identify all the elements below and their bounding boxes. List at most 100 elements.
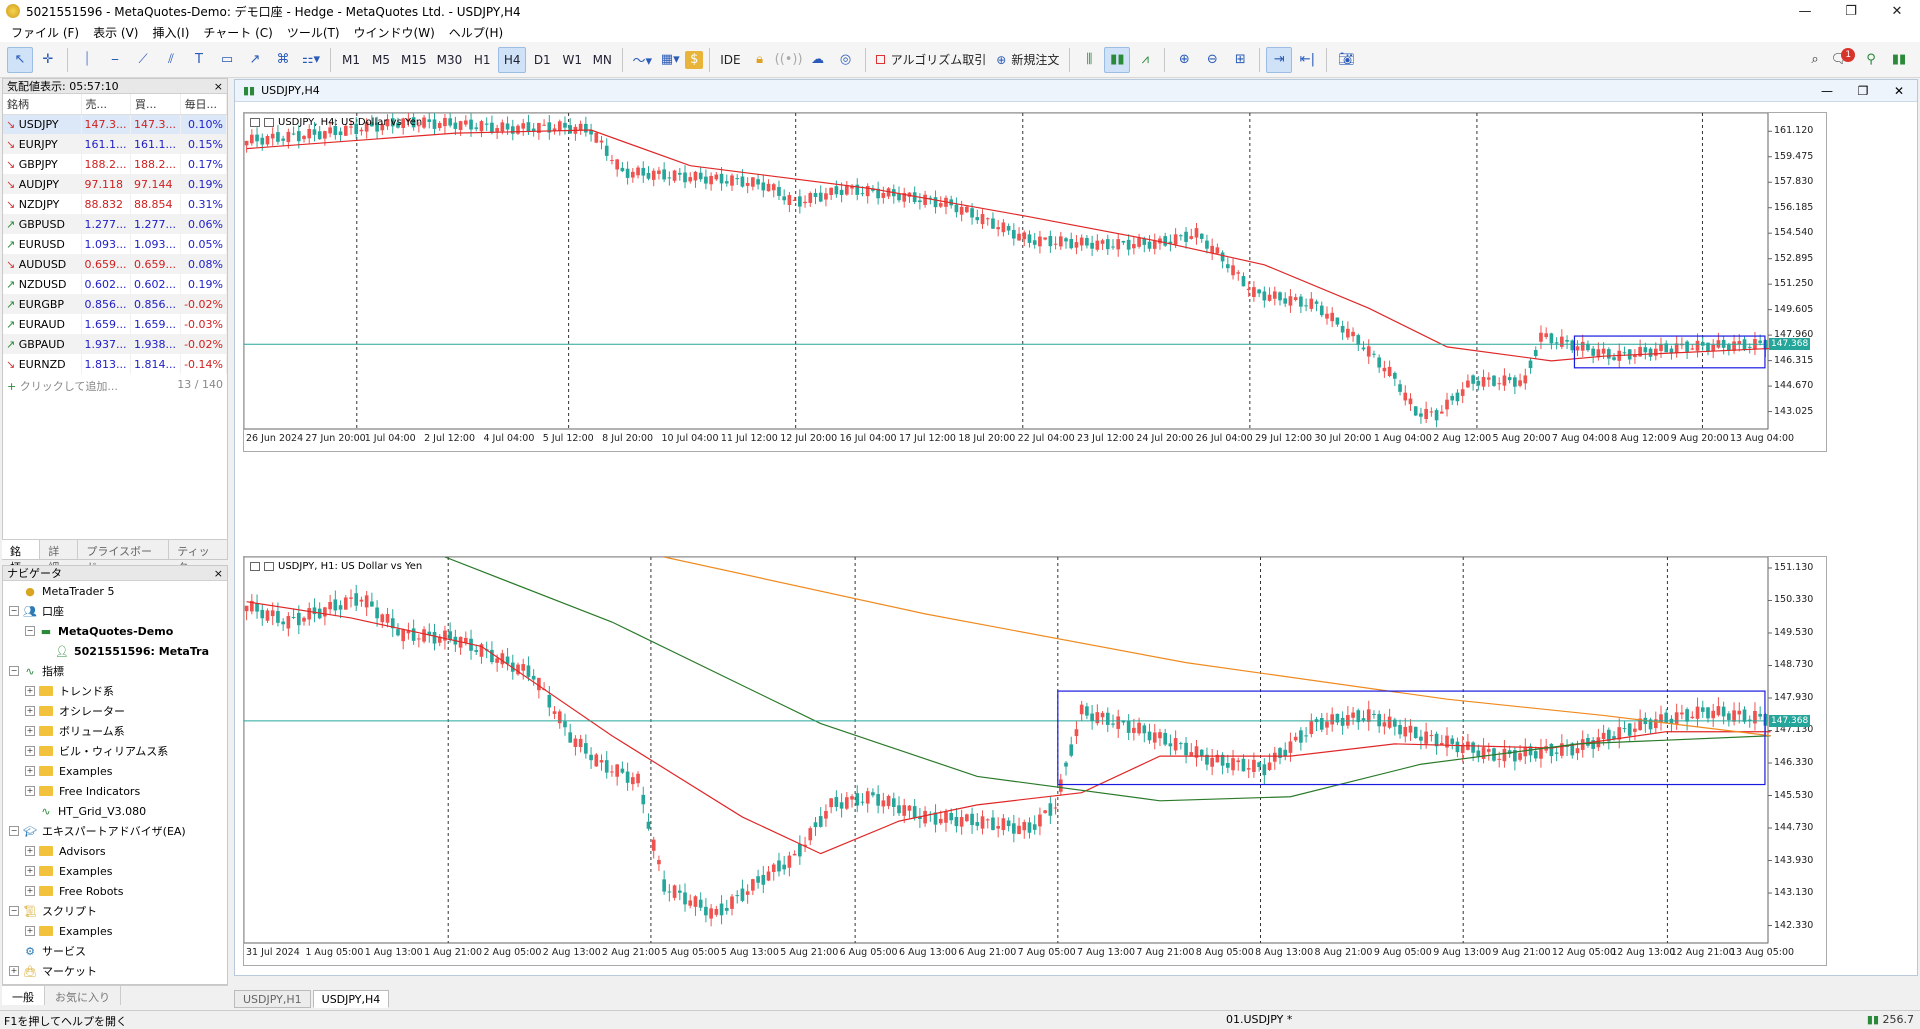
menu-item-4[interactable]: ツール(T) bbox=[286, 25, 340, 40]
navigator-item[interactable]: + Examples bbox=[3, 761, 227, 781]
channel-icon[interactable]: ⫽ bbox=[168, 52, 174, 67]
chart-shift-icon[interactable]: ⇤| bbox=[1299, 52, 1315, 67]
chart-pane-h4[interactable]: 161.120 159.475 157.830 156.185 154.540 152.8… bbox=[243, 112, 1827, 452]
trendline-icon[interactable]: ⟋ bbox=[138, 52, 148, 67]
horizontal-line-icon[interactable]: ⎯ bbox=[111, 52, 119, 67]
lock-icon[interactable]: 🔒︎ bbox=[756, 52, 764, 67]
timeframe-d1-button[interactable]: D1 bbox=[533, 52, 551, 67]
table-row[interactable]: ↗ GBPAUD 1.937... 1.938... -0.02% bbox=[3, 334, 228, 354]
navigator-item[interactable]: + オシレーター bbox=[3, 701, 227, 721]
column-header[interactable]: 売... bbox=[81, 94, 132, 115]
one-click-trading-icon[interactable] bbox=[250, 118, 260, 127]
table-row[interactable]: ↘ AUDUSD 0.659... 0.659... 0.08% bbox=[3, 254, 228, 274]
close-icon[interactable]: ✕ bbox=[1891, 3, 1903, 19]
chart-type-icon[interactable]: 〜▾ bbox=[632, 54, 653, 69]
navigator-item[interactable]: − ▬ MetaQuotes-Demo bbox=[3, 621, 227, 641]
collapse-icon[interactable]: − bbox=[9, 666, 19, 676]
menu-item-3[interactable]: チャート (C) bbox=[203, 25, 273, 40]
close-icon[interactable]: × bbox=[213, 79, 223, 93]
table-row[interactable]: ↗ NZDUSD 0.602... 0.602... 0.19% bbox=[3, 274, 228, 294]
navigator-item[interactable]: + Examples bbox=[3, 861, 227, 881]
tab-chart-0[interactable]: USDJPY,H1 bbox=[234, 990, 311, 1008]
expand-icon[interactable]: + bbox=[25, 686, 35, 696]
dollar-icon[interactable]: $ bbox=[685, 50, 704, 69]
timeframe-w1-button[interactable]: W1 bbox=[562, 52, 583, 67]
cloud-icon[interactable]: ☁ bbox=[811, 52, 825, 67]
navigator-item[interactable]: − ∿ 指標 bbox=[3, 661, 227, 681]
navigator-item[interactable]: 👤︎ 5021551596: MetaTra bbox=[3, 641, 227, 661]
vertical-line-icon[interactable]: ⏐ bbox=[83, 52, 91, 67]
navigator-item[interactable]: − 👥︎ 口座 bbox=[3, 601, 227, 621]
add-symbol-row[interactable]: + クリックして追加... 13 / 140 bbox=[3, 374, 227, 398]
navigator-item[interactable]: ∿ HT_Grid_V3.080 bbox=[3, 801, 227, 821]
bar-chart-icon[interactable]: ⫼ bbox=[1086, 52, 1093, 67]
new-order-button[interactable]: ⊕ 新規注文 bbox=[992, 47, 1063, 73]
vps-icon[interactable]: ◎ bbox=[839, 52, 852, 67]
column-header[interactable]: 買... bbox=[130, 94, 181, 115]
expand-icon[interactable]: + bbox=[25, 766, 35, 776]
menu-item-2[interactable]: 挿入(I) bbox=[152, 25, 190, 40]
table-row[interactable]: ↘ GBPJPY 188.2... 188.2... 0.17% bbox=[3, 154, 228, 174]
navigator-item[interactable]: + Examples bbox=[3, 921, 227, 941]
tab-chart-1[interactable]: USDJPY,H4 bbox=[312, 990, 390, 1008]
expand-icon[interactable]: + bbox=[25, 846, 35, 856]
expand-icon[interactable]: + bbox=[25, 866, 35, 876]
table-row[interactable]: ↘ EURJPY 161.1... 161.1... 0.15% bbox=[3, 134, 228, 154]
menu-item-0[interactable]: ファイル (F) bbox=[11, 25, 80, 40]
autoscroll-icon[interactable]: ⇥ bbox=[1266, 46, 1293, 73]
menu-item-1[interactable]: 表示 (V) bbox=[93, 25, 139, 40]
collapse-icon[interactable]: − bbox=[9, 826, 19, 836]
one-click-trading-icon[interactable] bbox=[250, 562, 260, 571]
navigator-item[interactable]: ⚙ サービス bbox=[3, 941, 227, 961]
table-row[interactable]: ↗ EURAUD 1.659... 1.659... -0.03% bbox=[3, 314, 228, 334]
navigator-item[interactable]: + ビル・ウィリアムス系 bbox=[3, 741, 227, 761]
close-icon[interactable]: × bbox=[213, 566, 223, 580]
tab-market-watch-3[interactable]: ティック bbox=[169, 540, 228, 574]
timeframe-m1-button[interactable]: M1 bbox=[342, 52, 360, 67]
ide-button[interactable]: IDE bbox=[720, 52, 741, 67]
navigator-item[interactable]: ● MetaTrader 5 bbox=[3, 581, 227, 601]
navigator-item[interactable]: + Free Indicators bbox=[3, 781, 227, 801]
tab-market-watch-1[interactable]: 詳細 bbox=[40, 540, 79, 574]
navigator-item[interactable]: + ボリューム系 bbox=[3, 721, 227, 741]
navigator-item[interactable]: + トレンド系 bbox=[3, 681, 227, 701]
expand-icon[interactable]: + bbox=[25, 746, 35, 756]
timeframe-m30-button[interactable]: M30 bbox=[436, 52, 463, 67]
line-chart-icon[interactable]: ⩘ bbox=[1141, 52, 1149, 67]
navigator-item[interactable]: + Free Robots bbox=[3, 881, 227, 901]
tab-navigator-1[interactable]: お気に入り bbox=[45, 986, 121, 1005]
objects-menu-icon[interactable]: ⚏▾ bbox=[301, 52, 321, 67]
timeframe-m15-button[interactable]: M15 bbox=[401, 52, 427, 67]
shapes-icon[interactable]: ⌘ bbox=[276, 52, 290, 67]
zoom-out-icon[interactable]: ⊖ bbox=[1206, 52, 1218, 67]
table-row[interactable]: ↘ EURNZD 1.813... 1.814... -0.14% bbox=[3, 354, 228, 374]
collapse-icon[interactable]: − bbox=[25, 626, 35, 636]
table-row[interactable]: ↘ USDJPY 147.3... 147.3... 0.10% bbox=[3, 114, 228, 134]
tab-market-watch-2[interactable]: プライスボード bbox=[78, 540, 170, 574]
column-header[interactable]: 銘柄 bbox=[3, 94, 82, 115]
zoom-in-icon[interactable]: ⊕ bbox=[1178, 52, 1190, 67]
chart-properties-icon[interactable] bbox=[264, 118, 274, 127]
account-icon[interactable]: ⚲ bbox=[1866, 52, 1876, 67]
close-icon[interactable]: ✕ bbox=[1893, 84, 1905, 98]
table-row[interactable]: ↘ NZDJPY 88.832 88.854 0.31% bbox=[3, 194, 228, 214]
cursor-icon[interactable]: ↖ bbox=[7, 46, 33, 73]
screenshot-icon[interactable]: 📷︎ bbox=[1338, 52, 1355, 67]
table-row[interactable]: ↘ AUDJPY 97.118 97.144 0.19% bbox=[3, 174, 228, 194]
algo-trading-button[interactable]: アルゴリズム取引 bbox=[872, 47, 991, 73]
chart-properties-icon[interactable] bbox=[264, 562, 274, 571]
minimize-icon[interactable]: — bbox=[1798, 3, 1812, 19]
arrow-icon[interactable]: ↗ bbox=[249, 52, 261, 67]
indicators-icon[interactable]: ▦▾ bbox=[660, 52, 680, 67]
column-header[interactable]: 毎日... bbox=[180, 94, 228, 115]
timeframe-mn-button[interactable]: MN bbox=[592, 52, 612, 67]
expand-icon[interactable]: + bbox=[25, 786, 35, 796]
restore-icon[interactable]: ❐ bbox=[1857, 84, 1869, 98]
expand-icon[interactable]: + bbox=[25, 726, 35, 736]
tab-market-watch-0[interactable]: 銘柄 bbox=[2, 540, 41, 574]
navigator-item[interactable]: + Advisors bbox=[3, 841, 227, 861]
text-icon[interactable]: T bbox=[195, 52, 203, 67]
collapse-icon[interactable]: − bbox=[9, 606, 19, 616]
menu-item-5[interactable]: ウインドウ(W) bbox=[353, 25, 435, 40]
expand-icon[interactable]: + bbox=[9, 966, 19, 976]
